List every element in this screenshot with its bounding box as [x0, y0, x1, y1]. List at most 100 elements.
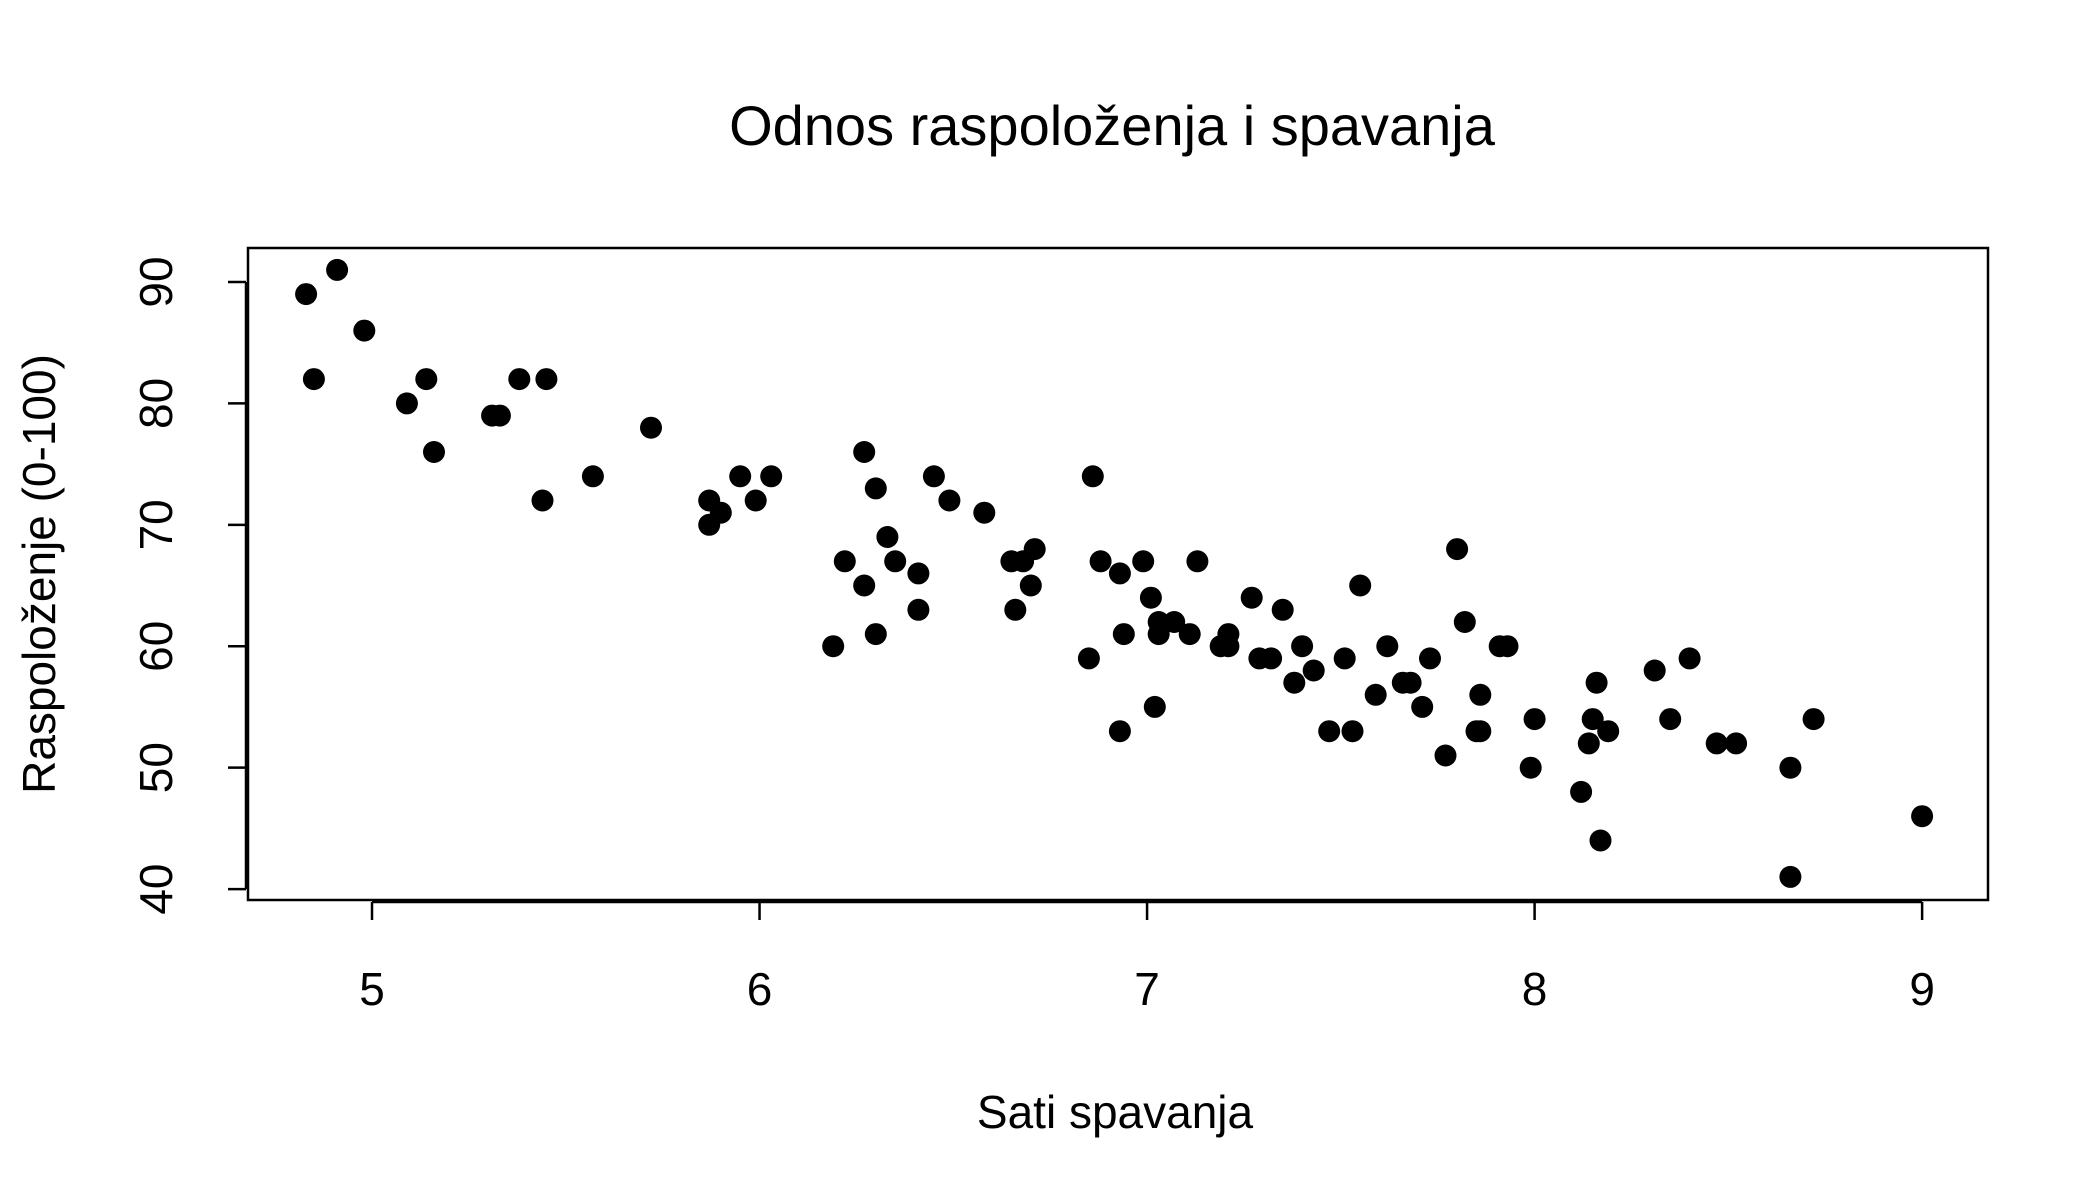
data-point: [1139, 586, 1162, 609]
data-point: [1659, 708, 1682, 731]
y-tick-label: 90: [130, 256, 182, 307]
data-point: [295, 283, 318, 306]
data-point: [1349, 574, 1372, 597]
data-point: [729, 465, 752, 488]
data-point: [1341, 720, 1364, 743]
x-tick-label: 9: [1909, 963, 1935, 1015]
data-point: [760, 465, 783, 488]
data-point: [1779, 865, 1802, 888]
data-point: [1523, 708, 1546, 731]
data-point: [1399, 671, 1422, 694]
data-point: [922, 465, 945, 488]
x-tick-label: 8: [1522, 963, 1548, 1015]
data-point: [1291, 635, 1314, 658]
data-point: [535, 368, 558, 391]
data-point: [1589, 829, 1612, 852]
data-point: [1240, 586, 1263, 609]
y-tick-label: 50: [130, 742, 182, 793]
data-point: [531, 489, 554, 512]
data-point: [1004, 598, 1027, 621]
data-point: [1597, 720, 1620, 743]
data-point: [1419, 647, 1441, 670]
data-point: [1779, 756, 1802, 779]
data-point: [1411, 695, 1434, 718]
data-point: [1581, 708, 1604, 731]
data-point: [1081, 465, 1104, 488]
data-point: [1023, 538, 1046, 561]
data-point: [415, 368, 438, 391]
data-point: [302, 368, 325, 391]
data-point: [1260, 647, 1283, 670]
data-point: [1496, 635, 1519, 658]
data-points: [295, 258, 1934, 888]
data-point: [1570, 780, 1593, 803]
data-point: [1705, 732, 1728, 755]
x-axis: 5 6 7 8 9: [359, 900, 1935, 1015]
data-point: [907, 562, 930, 585]
data-point: [1108, 562, 1131, 585]
data-point: [1019, 574, 1042, 597]
data-point: [1163, 611, 1186, 633]
data-point: [907, 598, 930, 621]
data-point: [1446, 538, 1469, 561]
data-point: [853, 441, 876, 463]
data-point: [884, 550, 907, 573]
data-point: [833, 550, 856, 573]
data-point: [1725, 732, 1748, 755]
data-point: [581, 465, 604, 488]
data-point: [973, 501, 996, 524]
data-point: [1112, 623, 1135, 646]
data-point: [1678, 647, 1701, 670]
data-point: [1302, 659, 1325, 682]
data-point: [1318, 720, 1341, 743]
data-point: [1077, 647, 1100, 670]
y-tick-label: 80: [130, 378, 182, 429]
data-point: [1217, 635, 1240, 658]
data-point: [508, 368, 531, 391]
y-axis-label: Raspoloženje (0-100): [13, 354, 65, 794]
data-point: [1643, 659, 1666, 682]
data-point: [744, 489, 767, 512]
data-point: [1469, 683, 1492, 706]
data-point: [864, 623, 887, 646]
data-point: [1089, 550, 1112, 573]
data-point: [864, 477, 887, 500]
data-point: [1434, 744, 1457, 767]
data-point: [1108, 720, 1131, 743]
data-point: [1186, 550, 1209, 573]
data-point: [853, 574, 876, 597]
data-point: [1453, 611, 1476, 633]
x-tick-label: 6: [747, 963, 773, 1015]
y-tick-label: 60: [130, 621, 182, 672]
data-point: [326, 258, 349, 281]
data-point: [1585, 671, 1608, 694]
data-point: [709, 501, 732, 524]
data-point: [1147, 623, 1170, 646]
x-tick-label: 5: [359, 963, 385, 1015]
data-point: [876, 526, 899, 548]
x-tick-label: 7: [1134, 963, 1160, 1015]
data-point: [1283, 671, 1306, 694]
data-point: [1376, 635, 1399, 658]
data-point: [1802, 708, 1825, 731]
data-point: [1519, 756, 1542, 779]
x-axis-label: Sati spavanja: [977, 1086, 1254, 1138]
data-point: [1577, 732, 1600, 755]
data-point: [822, 635, 845, 658]
y-axis: 40 50 60 70 80 90: [130, 256, 248, 915]
data-point: [1178, 623, 1201, 646]
data-point: [1469, 720, 1492, 743]
data-point: [423, 441, 445, 463]
data-point: [938, 489, 961, 512]
data-point: [1911, 805, 1934, 828]
data-point: [640, 416, 662, 439]
plot-frame: [246, 246, 1990, 902]
data-point: [1333, 647, 1356, 670]
data-point: [395, 392, 418, 415]
chart-title: Odnos raspoloženja i spavanja: [729, 94, 1496, 157]
y-tick-label: 70: [130, 499, 182, 550]
y-tick-label: 40: [130, 863, 182, 914]
data-point: [1132, 550, 1155, 573]
data-point: [1143, 695, 1166, 718]
